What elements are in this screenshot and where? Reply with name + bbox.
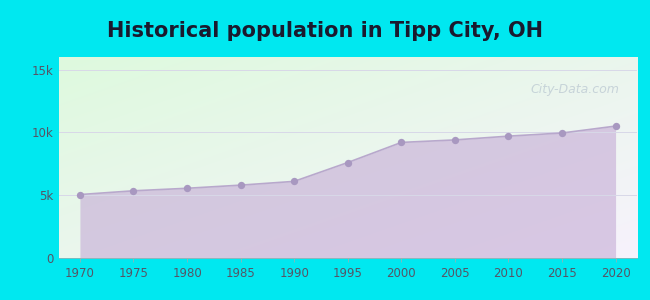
Point [396, 140, 406, 145]
Point [450, 137, 460, 142]
Point [610, 124, 621, 128]
Text: Historical population in Tipp City, OH: Historical population in Tipp City, OH [107, 21, 543, 41]
Point [75, 192, 85, 197]
Point [128, 188, 138, 193]
Point [235, 183, 246, 188]
Point [557, 130, 567, 135]
Text: City-Data.com: City-Data.com [531, 83, 619, 96]
Point [289, 179, 300, 184]
Point [182, 186, 192, 191]
Point [343, 160, 353, 165]
Point [503, 134, 514, 139]
